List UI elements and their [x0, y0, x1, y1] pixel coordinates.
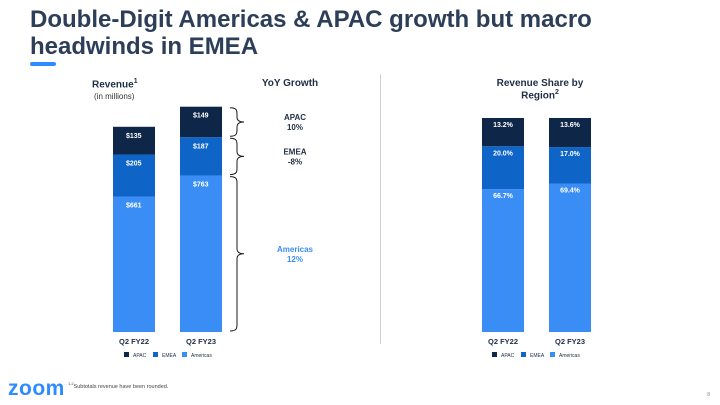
panel-divider [380, 74, 381, 344]
yoy-brace-americas [229, 176, 245, 332]
revenue-legend-swatch-emea [153, 352, 158, 357]
revenue-category-label: Q2 FY22 [119, 337, 149, 346]
yoy-growth-value: 12% [287, 255, 303, 264]
revenue-value-label: $661 [126, 202, 142, 209]
share-value-label: 13.6% [560, 122, 581, 129]
slide-title: Double-Digit Americas & APAC growth but … [30, 6, 592, 60]
revenue-legend-label: Americas [191, 353, 212, 359]
footnote: 1,2Subtotals revenue have been rounded. [68, 381, 168, 390]
revenue-legend-label: EMEA [162, 353, 177, 359]
title-accent-bar [30, 62, 56, 66]
revenue-header: Revenue1 [92, 78, 138, 90]
revenue-value-label: $763 [193, 182, 209, 189]
share-legend-swatch-apac [492, 352, 497, 357]
share-value-label: 13.2% [493, 122, 514, 129]
footnote-text: Subtotals revenue have been rounded. [73, 383, 169, 390]
share-legend-swatch-americas [550, 352, 555, 357]
share-legend-swatch-emea [521, 352, 526, 357]
yoy-growth-name: Americas [277, 245, 314, 254]
share-title-line2: Region [521, 90, 555, 102]
revenue-bar-americas-1 [113, 196, 155, 332]
footnote-sup: 1,2 [68, 381, 74, 386]
revenue-bar-emea-2 [180, 137, 222, 176]
share-value-label: 69.4% [560, 187, 581, 194]
share-sup: 2 [554, 89, 559, 96]
revenue-legend-swatch-apac [124, 352, 129, 357]
yoy-growth-value: -8% [288, 157, 302, 166]
share-bar-americas-1 [482, 189, 524, 332]
share-header: Revenue Share by Region2 [470, 78, 610, 101]
yoy-brace-apac [229, 107, 245, 137]
share-bar-emea-2 [549, 147, 591, 184]
revenue-title: Revenue [92, 79, 134, 91]
revenue-value-label: $135 [126, 133, 142, 140]
revenue-legend-label: APAC [133, 353, 147, 359]
share-value-label: 66.7% [493, 193, 514, 200]
revenue-bar-emea-1 [113, 154, 155, 197]
page-number: 8 [707, 392, 710, 398]
revenue-subtitle: (in millions) [94, 92, 135, 101]
revenue-sup: 1 [133, 78, 138, 85]
zoom-logo: zoom [8, 377, 65, 400]
share-value-label: 17.0% [560, 151, 581, 158]
revenue-category-label: Q2 FY23 [186, 337, 216, 346]
yoy-growth-name: EMEA [283, 147, 306, 156]
revenue-bar-apac-2 [180, 106, 222, 138]
share-legend-label: Americas [559, 353, 580, 359]
revenue-legend-swatch-americas [182, 352, 187, 357]
revenue-value-label: $187 [193, 143, 209, 150]
share-bar-emea-1 [482, 146, 524, 190]
share-bar-americas-2 [549, 183, 591, 332]
revenue-bar-americas-2 [180, 175, 222, 332]
share-bar-apac-1 [482, 118, 524, 147]
share-category-label: Q2 FY22 [488, 337, 518, 346]
share-legend-label: APAC [501, 353, 515, 359]
yoy-brace-emea [229, 137, 245, 176]
yoy-growth-name: APAC [284, 113, 306, 122]
revenue-bar-apac-1 [113, 126, 155, 155]
yoy-growth-header: YoY Growth [261, 78, 319, 89]
share-legend-label: EMEA [530, 353, 545, 359]
revenue-value-label: $149 [193, 113, 209, 120]
yoy-growth-value: 10% [287, 123, 303, 132]
revenue-value-label: $205 [126, 160, 142, 167]
share-bar-apac-2 [549, 118, 591, 148]
share-title-line1: Revenue Share by [496, 78, 584, 89]
share-value-label: 20.0% [493, 150, 514, 157]
share-category-label: Q2 FY23 [555, 337, 585, 346]
